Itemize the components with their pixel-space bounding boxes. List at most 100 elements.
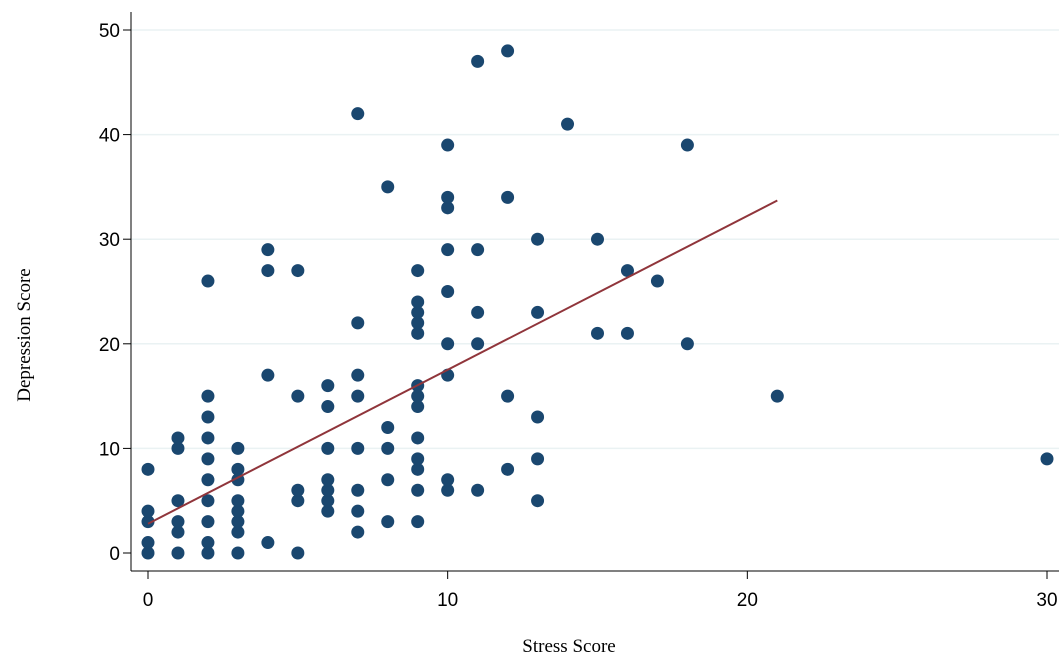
data-point [441, 190, 455, 204]
data-point [501, 389, 515, 403]
data-point [471, 243, 485, 257]
data-point [471, 337, 485, 351]
data-point [441, 473, 455, 487]
data-point [321, 441, 335, 455]
data-point [351, 316, 365, 330]
data-point [441, 337, 455, 351]
y-tick-label: 10 [99, 439, 120, 460]
data-point [141, 462, 155, 476]
data-point [321, 483, 335, 497]
data-point [201, 274, 215, 288]
data-point [201, 431, 215, 445]
x-tick-label: 0 [143, 590, 154, 611]
data-point [141, 546, 155, 560]
y-tick-label: 30 [99, 230, 120, 251]
data-point [620, 326, 634, 340]
data-point [411, 295, 425, 309]
data-point [531, 232, 545, 246]
y-tick-label: 50 [99, 21, 120, 42]
data-point [351, 483, 365, 497]
data-point [291, 546, 305, 560]
data-point [201, 536, 215, 550]
data-point [351, 441, 365, 455]
data-point [171, 515, 185, 529]
data-point [291, 389, 305, 403]
data-point [231, 525, 245, 539]
data-point [650, 274, 664, 288]
data-point [351, 107, 365, 121]
data-point [680, 138, 694, 152]
data-point [411, 483, 425, 497]
x-axis-title: Stress Score [522, 636, 615, 657]
data-point [381, 515, 395, 529]
x-tick-label: 30 [1036, 590, 1057, 611]
data-point [531, 452, 545, 466]
axes [123, 12, 1059, 579]
data-point [381, 180, 395, 194]
data-point [680, 337, 694, 351]
data-point [231, 494, 245, 508]
data-point [591, 232, 604, 246]
data-point [171, 546, 185, 560]
fit-line-group [147, 199, 778, 525]
data-point [141, 515, 155, 529]
data-point [501, 190, 515, 204]
data-point [321, 379, 335, 393]
data-point [231, 441, 245, 455]
data-point [441, 138, 455, 152]
data-point [411, 389, 425, 403]
data-point [381, 441, 395, 455]
data-point [471, 54, 485, 68]
x-tick-label: 10 [437, 590, 458, 611]
data-point [411, 316, 425, 330]
data-point [291, 483, 305, 497]
data-point [471, 483, 485, 497]
data-point [381, 420, 395, 434]
y-tick-label: 20 [99, 335, 120, 356]
data-point [620, 264, 634, 278]
y-tick-label: 40 [99, 126, 120, 147]
data-point [1040, 452, 1054, 466]
data-point [441, 201, 455, 215]
data-point [351, 504, 365, 518]
scatter-points [141, 44, 1054, 560]
data-point [591, 326, 604, 340]
data-point [261, 243, 275, 257]
y-tick-label: 0 [109, 544, 120, 565]
data-point [231, 462, 245, 476]
data-point [231, 504, 245, 518]
data-point [141, 504, 155, 518]
data-point [201, 452, 215, 466]
data-point [291, 494, 305, 508]
data-point [261, 264, 275, 278]
data-point [441, 243, 455, 257]
x-tick-label: 20 [737, 590, 758, 611]
data-point [501, 44, 515, 58]
data-point [411, 431, 425, 445]
data-point [441, 483, 455, 497]
data-point [261, 368, 275, 382]
data-point [411, 515, 425, 529]
data-point [531, 494, 545, 508]
data-point [171, 431, 185, 445]
data-point [471, 305, 485, 319]
data-point [231, 546, 245, 560]
data-point [321, 504, 335, 518]
data-point [171, 525, 185, 539]
tick-labels: 0 10 20 30 40 50 0 10 20 30 [99, 21, 1058, 611]
data-point [141, 536, 155, 550]
data-point [441, 285, 455, 298]
data-point [531, 305, 545, 319]
data-point [171, 494, 185, 508]
data-point [411, 400, 425, 414]
data-point [351, 389, 365, 403]
data-point [201, 410, 215, 424]
y-axis-title: Depression Score [14, 268, 35, 402]
data-point [411, 462, 425, 476]
data-point [501, 462, 515, 476]
data-point [770, 389, 784, 403]
data-point [381, 473, 395, 487]
data-point [561, 117, 575, 131]
data-point [411, 452, 425, 466]
